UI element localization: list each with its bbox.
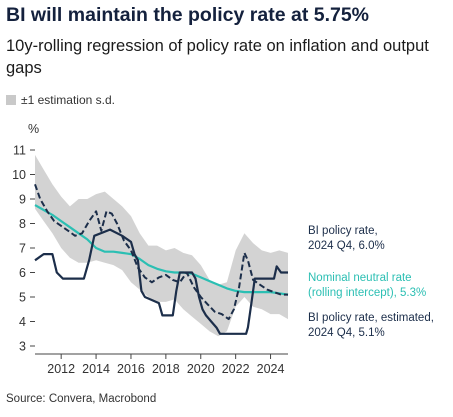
estimation-sd-band: [35, 154, 288, 337]
annotation-estimated-rate-line: BI policy rate, estimated,: [308, 312, 434, 324]
x-tick-label: 2016: [117, 362, 145, 376]
annotation-neutral-rate-line: (rolling intercept), 5.3%: [308, 287, 426, 299]
band-layer: [35, 154, 288, 337]
y-tick-label: 9: [19, 193, 26, 207]
chart-title: BI will maintain the policy rate at 5.75…: [6, 4, 370, 26]
x-tick-label: 2018: [152, 362, 180, 376]
y-axis-label: %: [28, 122, 39, 136]
x-tick-label: 2020: [187, 362, 215, 376]
x-tick-label: 2012: [47, 362, 75, 376]
y-tick-label: 8: [19, 217, 26, 231]
y-tick-label: 3: [19, 340, 26, 354]
x-tick-label: 2024: [257, 362, 285, 376]
legend-band-label: ±1 estimation s.d.: [21, 93, 115, 107]
x-tick-label: 2014: [82, 362, 110, 376]
annotation-policy-rate-line: BI policy rate,: [308, 225, 378, 237]
neutral-rate-line: [34, 204, 289, 296]
annotation-estimated-rate-line: 2024 Q4, 5.1%: [308, 327, 385, 339]
y-tick-label: 4: [19, 315, 26, 329]
source-note: Source: Convera, Macrobond: [6, 393, 157, 405]
y-tick-label: 6: [19, 266, 26, 280]
y-tick-label: 10: [12, 168, 26, 182]
legend: ±1 estimation s.d.: [6, 93, 115, 107]
y-tick-label: 11: [13, 144, 26, 158]
y-tick-label: 7: [19, 242, 26, 256]
annotation-neutral-rate-line: Nominal neutral rate: [308, 272, 412, 284]
x-tick-label: 2022: [222, 362, 250, 376]
chart-subtitle: 10y-rolling regression of policy rate on…: [6, 37, 429, 77]
estimated-rate-line: [34, 183, 288, 321]
axis-layer: 3 4 5 6 7 8 9 10 11 2012 2014 2016 2018 2020 2022 2024: [12, 144, 288, 376]
policy-rate-line: [34, 228, 288, 335]
legend-band-swatch: [6, 95, 16, 105]
series-layer: [34, 183, 289, 335]
annotation-policy-rate-line: 2024 Q4, 6.0%: [308, 240, 385, 252]
annotation-layer: BI policy rate, 2024 Q4, 6.0% Nominal neut…: [308, 225, 434, 339]
y-tick-label: 5: [19, 291, 26, 305]
